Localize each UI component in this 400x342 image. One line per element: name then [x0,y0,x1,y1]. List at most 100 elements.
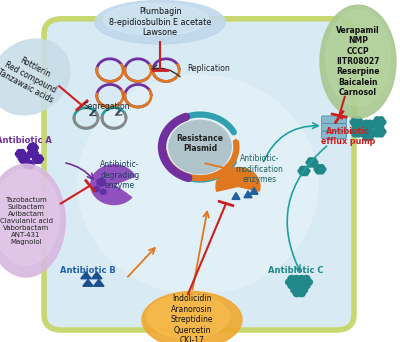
Circle shape [302,169,306,173]
Circle shape [378,122,384,128]
Circle shape [314,167,319,171]
Circle shape [32,143,37,148]
Circle shape [293,284,300,290]
Circle shape [298,276,305,282]
Circle shape [308,163,313,167]
Circle shape [28,165,33,169]
Circle shape [298,290,305,297]
Text: Tazobactum
Sulbactam
Avibactam
Clavulanic acid
Vaborbactam
ANT-431
Magnolol: Tazobactum Sulbactam Avibactam Clavulani… [0,197,52,245]
Circle shape [34,155,39,159]
Text: Antibiotic
efflux pump: Antibiotic efflux pump [321,127,375,146]
Circle shape [380,120,386,124]
Circle shape [18,152,23,156]
Ellipse shape [0,39,70,115]
Circle shape [20,159,25,163]
Circle shape [298,284,305,290]
Circle shape [310,160,314,165]
Circle shape [350,120,356,124]
Text: Resistance
Plasmid: Resistance Plasmid [176,134,224,153]
Circle shape [29,153,34,158]
Circle shape [305,169,310,173]
Ellipse shape [326,10,390,106]
Circle shape [316,165,321,169]
Circle shape [378,117,384,122]
Circle shape [311,158,316,162]
Circle shape [354,130,359,134]
Ellipse shape [0,169,59,265]
Circle shape [21,152,26,156]
Wedge shape [91,165,135,205]
Circle shape [300,166,305,171]
Circle shape [356,132,362,137]
Ellipse shape [95,0,225,44]
Text: Antibiotic-
modification
enzymes: Antibiotic- modification enzymes [235,154,283,184]
Circle shape [300,287,308,293]
Circle shape [369,133,375,137]
Circle shape [352,117,358,122]
Circle shape [298,169,303,173]
Circle shape [293,282,300,289]
Circle shape [32,148,37,152]
FancyBboxPatch shape [322,123,346,131]
Circle shape [380,129,386,134]
Circle shape [377,130,382,134]
Circle shape [15,152,20,156]
Circle shape [356,117,362,122]
Circle shape [303,276,310,282]
Ellipse shape [78,75,318,294]
Ellipse shape [103,4,209,35]
FancyBboxPatch shape [322,131,346,139]
Circle shape [296,287,302,293]
Polygon shape [94,186,99,192]
Circle shape [356,122,362,128]
Circle shape [372,120,378,124]
Circle shape [366,123,370,128]
Circle shape [288,276,295,282]
Text: Antibiotic B: Antibiotic B [60,266,116,275]
Polygon shape [250,187,258,194]
Circle shape [29,149,34,153]
Ellipse shape [147,294,229,338]
Circle shape [369,123,375,128]
Circle shape [377,120,382,124]
Text: Rottlerin
Red compound
Tanzawaic acids: Rottlerin Red compound Tanzawaic acids [0,49,64,105]
Circle shape [301,279,307,285]
Circle shape [293,290,300,297]
Circle shape [374,122,380,128]
Circle shape [316,170,321,174]
Circle shape [17,154,22,158]
Circle shape [20,149,25,154]
Polygon shape [232,193,240,199]
Circle shape [27,146,32,150]
Circle shape [29,162,34,167]
Circle shape [29,148,34,152]
Circle shape [303,171,308,176]
Circle shape [298,282,305,289]
Ellipse shape [320,5,396,118]
Circle shape [358,120,364,124]
Circle shape [363,120,369,125]
Circle shape [350,129,356,134]
Circle shape [286,279,293,285]
Circle shape [32,153,37,158]
Circle shape [303,166,308,171]
Circle shape [37,155,42,159]
Text: Plumbagin
8-epidiosbulbin E acetate
Lawsone: Plumbagin 8-epidiosbulbin E acetate Laws… [109,7,211,37]
Circle shape [361,133,367,137]
Polygon shape [83,279,93,286]
Text: Antibiotic A: Antibiotic A [0,136,52,145]
Circle shape [23,162,28,167]
Circle shape [366,133,370,137]
Ellipse shape [0,164,65,277]
Circle shape [32,149,37,153]
Circle shape [33,146,38,150]
Circle shape [378,132,384,137]
Circle shape [311,163,316,167]
Circle shape [23,159,28,163]
Circle shape [22,157,26,161]
Polygon shape [100,189,106,195]
Circle shape [27,151,32,155]
Circle shape [296,279,303,285]
Circle shape [367,120,373,125]
Circle shape [20,155,25,159]
